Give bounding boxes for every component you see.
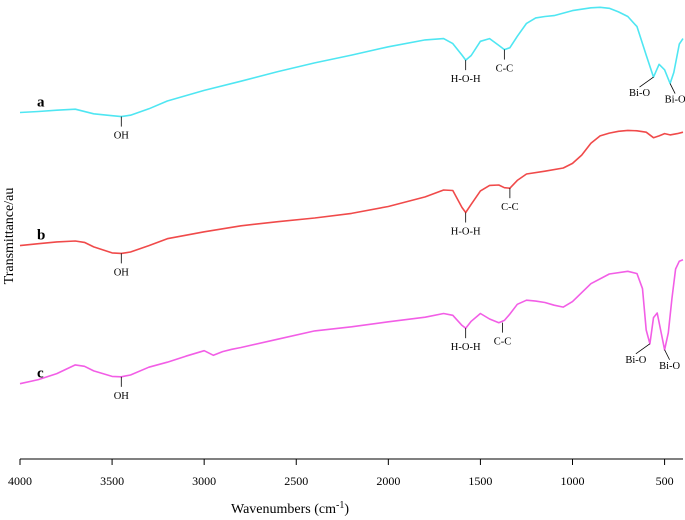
x-axis-title-main: Wavenumbers (cm bbox=[231, 502, 336, 517]
x-tick-label: 4000 bbox=[8, 474, 32, 488]
series-line-a bbox=[19, 6, 684, 118]
x-tick-label: 2000 bbox=[376, 474, 400, 488]
annotation-leader bbox=[635, 343, 651, 355]
annotation-oh: OH bbox=[114, 391, 130, 402]
y-axis-title: Transmittance/au bbox=[2, 188, 17, 285]
annotation-leader bbox=[664, 349, 670, 360]
x-axis-ticks: 4000 3500 3000 2500 2000 1500 1000 500 bbox=[8, 459, 674, 488]
annotation-c-c: C-C bbox=[494, 337, 512, 348]
annotation-h-o-h: H-O-H bbox=[451, 227, 481, 238]
x-tick-label: 3000 bbox=[192, 474, 216, 488]
x-axis-title: Wavenumbers (cm-1) bbox=[231, 500, 349, 517]
x-tick-label: 1500 bbox=[468, 474, 492, 488]
x-axis-title-exponent: -1 bbox=[336, 500, 344, 511]
x-tick-label: 2500 bbox=[284, 474, 308, 488]
annotation-leader bbox=[669, 83, 676, 94]
annotation-oh: OH bbox=[114, 131, 130, 142]
x-tick-label: 500 bbox=[656, 474, 674, 488]
annotation-oh: OH bbox=[114, 267, 130, 278]
x-tick-label: 1000 bbox=[561, 474, 585, 488]
series-label-c: c bbox=[37, 366, 44, 382]
series-line-c bbox=[19, 259, 684, 385]
annotation-bi-o: Bi-O bbox=[625, 355, 646, 366]
x-tick-label: 3500 bbox=[100, 474, 124, 488]
annotation-bi-o: Bi-O bbox=[629, 88, 650, 99]
annotation-h-o-h: H-O-H bbox=[451, 74, 481, 85]
series-label-b: b bbox=[37, 228, 45, 244]
annotation-h-o-h: H-O-H bbox=[451, 342, 481, 353]
x-axis-title-close: ) bbox=[344, 502, 349, 517]
series-label-a: a bbox=[37, 94, 45, 110]
annotation-bi-o: Bi-O bbox=[665, 95, 685, 106]
plot-area: a OH H-O-H C-C Bi-O Bi-O b OH H-O-H C-C c OH H-O-H C-… bbox=[19, 6, 685, 402]
annotation-leader bbox=[639, 76, 654, 88]
annotation-c-c: C-C bbox=[501, 202, 519, 213]
series-line-b bbox=[19, 129, 684, 255]
annotation-c-c: C-C bbox=[496, 64, 514, 75]
annotation-bi-o: Bi-O bbox=[659, 361, 680, 372]
